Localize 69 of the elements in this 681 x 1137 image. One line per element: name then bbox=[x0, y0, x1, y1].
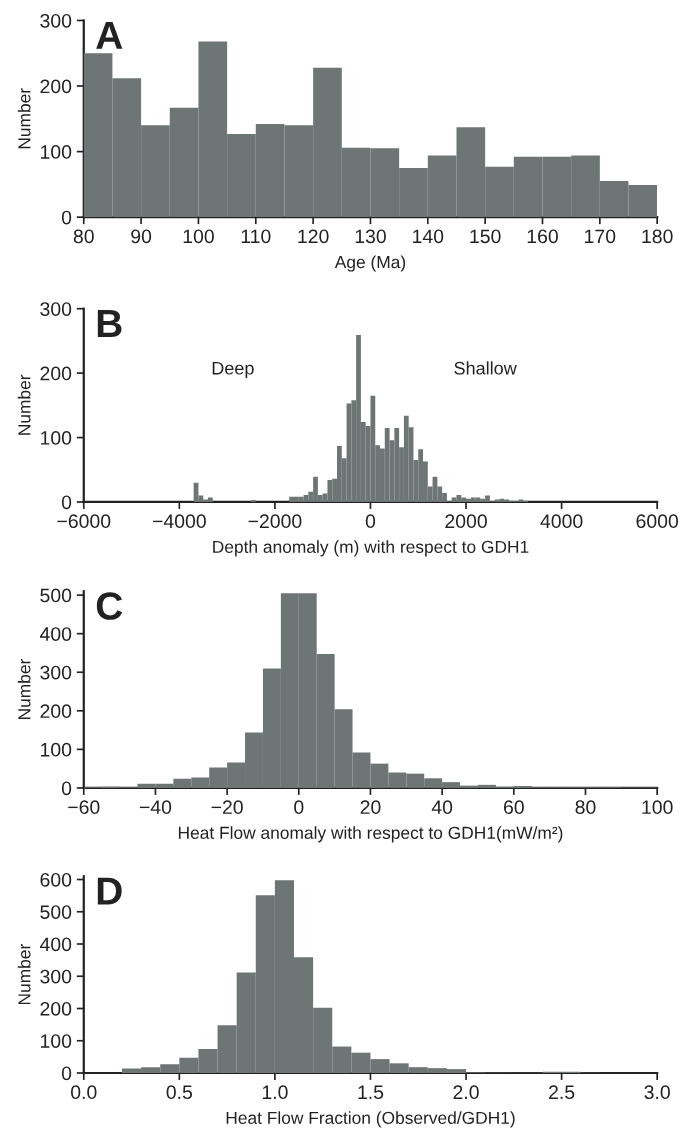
y-tick-label: 300 bbox=[40, 13, 72, 28]
y-tick-label: 200 bbox=[40, 79, 72, 94]
x-tick-label: 3.0 bbox=[644, 1085, 670, 1100]
x-tick-label: 2.0 bbox=[453, 1085, 479, 1100]
y-axis-title: Number bbox=[17, 944, 31, 1005]
y-tick-label: 100 bbox=[41, 1034, 72, 1048]
y-axis-title: Number bbox=[17, 374, 31, 435]
y-tick-label: 0 bbox=[61, 495, 72, 510]
x-tick-label: 80 bbox=[575, 800, 596, 815]
chart-title: B bbox=[97, 310, 122, 337]
y-tick-label: 200 bbox=[40, 1001, 72, 1016]
x-tick-label: 80 bbox=[73, 229, 94, 244]
x-tick-label: −2000 bbox=[248, 514, 302, 529]
x-tick-label: −4000 bbox=[152, 514, 206, 529]
x-tick-label: 0.0 bbox=[71, 1085, 97, 1100]
chart-title: C bbox=[96, 592, 123, 620]
x-tick-label: 2000 bbox=[445, 514, 487, 529]
x-tick-label: 90 bbox=[131, 229, 152, 244]
y-tick-label: 600 bbox=[40, 872, 72, 887]
x-tick-label: 6000 bbox=[636, 514, 679, 529]
x-tick-label: −6000 bbox=[57, 514, 111, 529]
x-tick-label: −60 bbox=[68, 800, 100, 815]
x-tick-label: 100 bbox=[642, 800, 673, 815]
annotation: Deep bbox=[212, 361, 254, 379]
x-tick-label: 4000 bbox=[540, 514, 583, 529]
x-tick-label: −40 bbox=[139, 800, 172, 815]
annotation: Shallow bbox=[454, 361, 517, 375]
y-tick-label: 0 bbox=[61, 781, 72, 796]
x-tick-label: 150 bbox=[470, 229, 501, 244]
x-tick-label: 1.0 bbox=[262, 1085, 288, 1100]
x-tick-label: 0 bbox=[365, 514, 376, 529]
y-axis-title: Number bbox=[17, 88, 31, 149]
x-axis-title: Age (Ma) bbox=[334, 255, 406, 272]
x-tick-label: 60 bbox=[503, 800, 524, 815]
chart-title: D bbox=[97, 877, 122, 905]
x-tick-label: 180 bbox=[642, 229, 673, 244]
x-tick-label: 110 bbox=[241, 229, 271, 244]
y-tick-label: 200 bbox=[40, 366, 72, 381]
x-tick-label: 130 bbox=[355, 229, 386, 244]
y-tick-label: 300 bbox=[40, 665, 72, 680]
x-tick-label: 160 bbox=[527, 229, 558, 244]
y-tick-label: 0 bbox=[61, 210, 72, 225]
x-tick-label: 2.5 bbox=[549, 1085, 575, 1100]
y-axis-title: Number bbox=[17, 659, 31, 720]
x-tick-label: −20 bbox=[211, 800, 243, 815]
chart-title: A bbox=[96, 21, 123, 49]
x-tick-label: 140 bbox=[413, 229, 444, 244]
x-axis-title: Depth anomaly (m) with respect to GDH1 bbox=[213, 540, 529, 557]
y-tick-label: 500 bbox=[40, 905, 72, 919]
x-tick-label: 0.5 bbox=[166, 1085, 193, 1100]
x-tick-label: 170 bbox=[585, 229, 616, 244]
y-tick-label: 400 bbox=[39, 937, 72, 952]
x-axis-title: Heat Flow Fraction (Observed/GDH1) bbox=[226, 1111, 515, 1128]
x-tick-label: 120 bbox=[298, 229, 329, 244]
y-tick-label: 300 bbox=[40, 302, 72, 316]
y-tick-label: 0 bbox=[61, 1066, 72, 1081]
y-tick-label: 100 bbox=[41, 145, 72, 159]
y-tick-label: 400 bbox=[39, 627, 72, 641]
x-tick-label: 40 bbox=[431, 800, 453, 815]
x-tick-label: 0 bbox=[294, 800, 304, 815]
x-tick-label: 100 bbox=[183, 229, 214, 244]
x-tick-label: 1.5 bbox=[358, 1085, 384, 1100]
y-tick-label: 300 bbox=[40, 969, 72, 984]
y-tick-label: 100 bbox=[41, 742, 72, 757]
y-tick-label: 200 bbox=[40, 704, 72, 719]
y-tick-label: 100 bbox=[41, 431, 72, 445]
y-tick-label: 500 bbox=[40, 588, 72, 603]
x-axis-title: Heat Flow anomaly with respect to GDH1(mW/m²) bbox=[178, 826, 563, 843]
x-tick-label: 20 bbox=[360, 800, 381, 815]
